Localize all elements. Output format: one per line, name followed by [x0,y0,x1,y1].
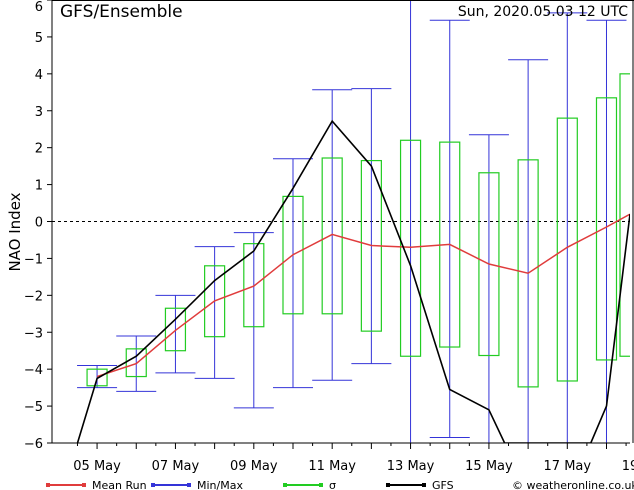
y-tick-label: −5 [24,400,43,415]
legend-marker [82,483,86,487]
legend-marker [319,483,323,487]
legend-item--: σ [283,479,336,490]
legend-marker [151,483,155,487]
sigma-box [517,159,539,388]
legend-label: Mean Run [92,479,147,490]
y-tick-label: −6 [24,437,43,452]
x-tick-label: 19 [622,459,634,474]
y-tick-label: −3 [24,326,43,341]
legend: Mean Run Min/Max σ GFS © weatheronline.co.uk [46,479,634,490]
y-axis-label: NAO Index [6,192,24,271]
plot-area [52,0,630,443]
legend-label: GFS [432,479,454,490]
x-tick-label: 07 May [152,459,200,474]
mean-run-line [96,213,630,378]
axes: −6 −5 −4 −3 −2 −1 0 1 2 3 4 5 6 05 May 07 May 09 May 11 … [24,0,634,474]
y-tick-label: 0 [35,216,43,231]
chart-header: GFS/Ensemble Sun, 2020.05.03 12 UTC [60,2,628,22]
y-tick-label: 5 [35,31,43,46]
legend-marker [283,483,287,487]
legend-marker [46,483,50,487]
y-tick-label: 4 [35,68,43,83]
sigma-box [595,97,618,361]
x-tick-label: 05 May [73,459,121,474]
y-tick-label: 6 [35,0,43,15]
sigma-box [204,265,226,338]
sigma-box [556,117,578,382]
legend-marker [187,483,191,487]
sigma-box [86,368,108,387]
chart-title: GFS/Ensemble [60,2,183,22]
sigma-box [619,73,630,357]
plot-inner [52,0,630,443]
x-tick-label: 15 May [465,459,513,474]
run-label: Sun, 2020.05.03 12 UTC [458,4,628,20]
gfs-line [76,119,630,443]
sigma-box [478,172,500,357]
y-tick-label: −2 [24,289,43,304]
credit-text: © weatheronline.co.uk [512,479,634,490]
legend-label: Min/Max [197,479,243,490]
x-tick-label: 09 May [230,459,278,474]
x-tick-label: 11 May [308,459,356,474]
x-tick-label: 13 May [387,459,435,474]
legend-label: σ [329,479,336,490]
legend-item-mean-run: Mean Run [46,479,147,490]
y-tick-label: −4 [24,363,43,378]
sigma-box [243,243,265,328]
y-tick-label: 2 [35,142,43,157]
legend-marker [422,483,426,487]
sigma-box [282,195,304,315]
legend-item-gfs: GFS [386,479,454,490]
legend-item-min-max: Min/Max [151,479,243,490]
x-tick-label: 17 May [544,459,592,474]
y-tick-label: −1 [24,252,43,267]
y-tick-label: 3 [35,105,43,120]
legend-marker [386,483,390,487]
sigma-box [321,157,343,315]
y-tick-label: 1 [35,179,43,194]
sigma-box [399,139,422,357]
